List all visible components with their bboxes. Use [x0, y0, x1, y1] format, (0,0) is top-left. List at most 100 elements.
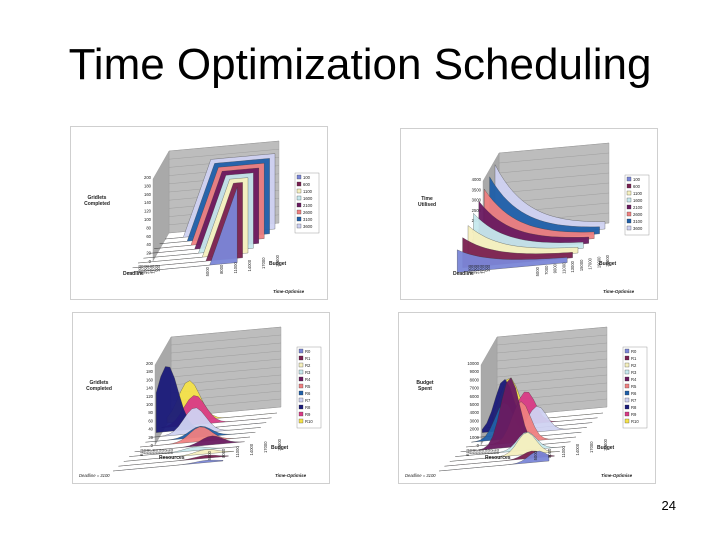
y-tick-label: R10: [465, 448, 470, 456]
x-tick-label: 5000: [535, 266, 540, 276]
y-tick-label: R1: [166, 448, 171, 454]
chart-footer: Time-Optimise: [603, 289, 635, 294]
z-tick-label: 80: [148, 410, 153, 415]
y-tick-label: 3600: [137, 264, 142, 274]
legend-label: 1600: [633, 198, 643, 203]
y-tick-label: R10: [139, 448, 144, 456]
gridline: [168, 149, 280, 160]
legend-label: R9: [631, 412, 637, 417]
z-tick-label: 9000: [470, 369, 480, 374]
y-tick-label: 1100: [151, 264, 156, 273]
chart-footer: Time-Optimise: [601, 473, 633, 478]
legend-swatch: [626, 183, 632, 189]
x-tick-label: 15000: [579, 259, 584, 271]
z-axis-title: Budget: [416, 380, 434, 386]
series-area: [123, 449, 234, 462]
z-tick-label: 200: [146, 361, 154, 366]
legend-label: 3100: [303, 217, 313, 222]
x-tick-label: 8000: [221, 448, 226, 458]
y-tick-label: R6: [477, 448, 482, 454]
legend-swatch: [298, 411, 304, 417]
chart-time-utilised: 4000350030002500200015001000500050007000…: [400, 128, 658, 300]
y-axis-title: Resources: [485, 455, 511, 461]
legend-label: 2600: [303, 210, 313, 215]
legend-swatch: [296, 181, 302, 187]
chart-gridlets-per-resource: 200 180 160 140 120 100 80 60 40 20 0 5000 8000 11000…: [72, 312, 330, 484]
legend-label: R2: [305, 363, 311, 368]
z-tick-label: 60: [146, 234, 151, 239]
legend-swatch: [298, 348, 304, 354]
y-tick-label: 2100: [475, 264, 480, 274]
y-tick-label: R9: [468, 448, 473, 454]
series-area: [112, 459, 224, 472]
y-tick-label: 2600: [142, 264, 147, 274]
chart-budget-spent-per-resource: 10000 9000 8000 7000 6000 5000 4000 3000 2000 100…: [398, 312, 656, 484]
y-tick-label: R5: [480, 448, 485, 454]
legend-swatch: [624, 362, 630, 368]
y-tick-label: R7: [474, 448, 479, 454]
legend-label: 1100: [303, 189, 313, 194]
x-tick-label: 7000: [544, 265, 549, 275]
gridline: [170, 358, 282, 370]
z-tick-label: 2000: [470, 427, 480, 432]
legend-label: R8: [631, 405, 637, 410]
legend-label: R9: [305, 412, 311, 417]
legend-swatch: [298, 418, 304, 424]
y-tick-label: 600: [483, 264, 488, 271]
z-tick-label: 4000: [470, 410, 480, 415]
y-tick-label: R9: [142, 448, 147, 454]
z-tick-label: 5000: [470, 402, 480, 407]
series-area: [438, 450, 550, 472]
y-tick-label: R8: [471, 448, 476, 454]
legend-swatch: [626, 176, 632, 182]
legend-label: R2: [631, 363, 637, 368]
chart-caption: Deadline = 3100: [405, 473, 436, 478]
y-tick-label: R7: [148, 448, 153, 454]
z-tick-label: 8000: [470, 377, 480, 382]
z-axis-title-2: Completed: [84, 201, 110, 207]
gridline: [170, 326, 282, 338]
z-tick-label: 20: [146, 251, 151, 256]
z-tick-label: 180: [146, 369, 154, 374]
z-tick-label: 140: [144, 200, 152, 205]
legend-swatch: [298, 362, 304, 368]
gridline: [498, 182, 610, 194]
legend-label: 100: [303, 175, 311, 180]
z-tick-label: 40: [148, 427, 153, 432]
legend-label: R6: [305, 391, 311, 396]
y-axis-title: Deadline: [123, 271, 144, 277]
legend-label: R4: [305, 377, 311, 382]
y-tick-label: R2: [163, 448, 168, 454]
legend-swatch: [298, 404, 304, 410]
z-axis-title-2: Spent: [418, 386, 432, 392]
x-tick-label: 17000: [263, 441, 268, 453]
legend-label: 3600: [633, 226, 643, 231]
legend-swatch: [624, 397, 630, 403]
legend-swatch: [298, 369, 304, 375]
y-tick-label: R4: [483, 448, 488, 454]
y-tick-label: 600: [153, 264, 158, 271]
y-tick-label: 3100: [140, 264, 145, 274]
legend-label: R7: [631, 398, 637, 403]
legend-swatch: [626, 197, 632, 203]
legend-label: R1: [631, 356, 637, 361]
z-tick-label: 7000: [470, 386, 480, 391]
gridline: [170, 342, 282, 354]
series-area: [455, 431, 566, 457]
y-tick-label: 100: [156, 264, 161, 271]
series-area: [139, 426, 251, 448]
y-tick-label: R2: [489, 448, 494, 454]
x-tick-label: 8000: [547, 448, 552, 458]
z-tick-label: 1000: [470, 435, 480, 440]
gridline: [496, 366, 608, 378]
x-tick-label: 19000: [596, 256, 601, 268]
legend-swatch: [296, 202, 302, 208]
gridline: [498, 142, 610, 154]
gridline: [170, 366, 282, 378]
series-area: [118, 454, 229, 467]
series-area: [460, 377, 571, 452]
z-axis-title: Time: [421, 196, 433, 202]
legend-swatch: [298, 390, 304, 396]
legend-label: R3: [631, 370, 637, 375]
legend-swatch: [624, 390, 630, 396]
